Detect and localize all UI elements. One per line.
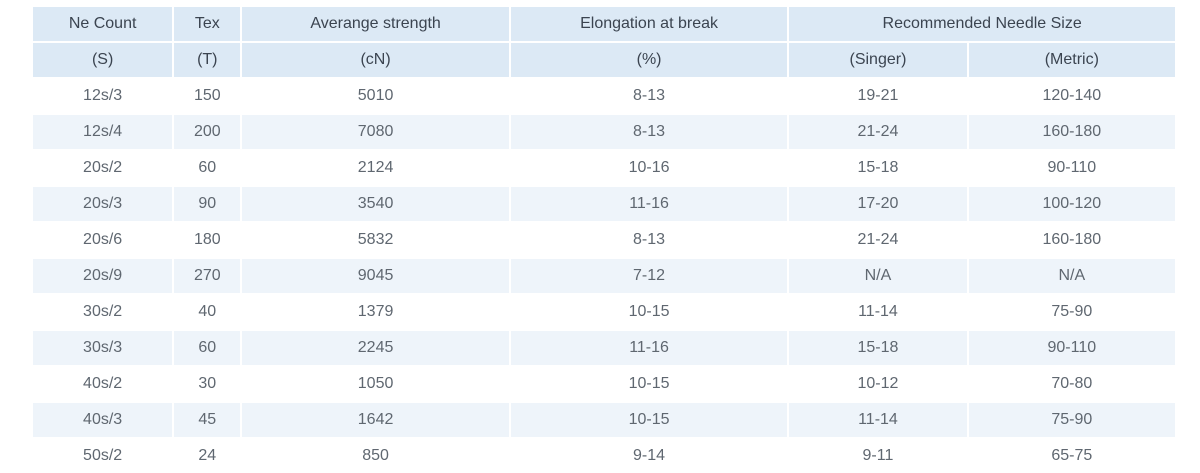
- cell-metric: N/A: [968, 257, 1175, 293]
- cell-singer: 15-18: [789, 149, 967, 185]
- cell-metric: 75-90: [968, 293, 1175, 329]
- cell-ne-count: 40s/3: [33, 401, 173, 437]
- cell-tex: 60: [174, 329, 241, 365]
- table-row: 12s/3 150 5010 8-13 19-21 120-140: [33, 77, 1175, 113]
- header-row-titles: Ne Count Tex Averange strength Elongatio…: [33, 7, 1175, 43]
- unit-s: (S): [33, 43, 173, 77]
- cell-tex: 200: [174, 113, 241, 149]
- cell-ne-count: 20s/2: [33, 149, 173, 185]
- table-row: 40s/2 30 1050 10-15 10-12 70-80: [33, 365, 1175, 401]
- cell-ne-count: 30s/2: [33, 293, 173, 329]
- cell-singer: N/A: [789, 257, 967, 293]
- unit-percent: (%): [510, 43, 788, 77]
- table-row: 30s/3 60 2245 11-16 15-18 90-110: [33, 329, 1175, 365]
- cell-ne-count: 40s/2: [33, 365, 173, 401]
- cell-elongation: 8-13: [510, 113, 788, 149]
- header-tex: Tex: [174, 7, 241, 43]
- cell-elongation: 7-12: [510, 257, 788, 293]
- cell-singer: 11-14: [789, 401, 967, 437]
- cell-elongation: 10-15: [510, 401, 788, 437]
- header-ne-count: Ne Count: [33, 7, 173, 43]
- unit-metric: (Metric): [968, 43, 1175, 77]
- cell-tex: 40: [174, 293, 241, 329]
- cell-tex: 150: [174, 77, 241, 113]
- thread-spec-table-container: Ne Count Tex Averange strength Elongatio…: [33, 7, 1175, 473]
- cell-ne-count: 30s/3: [33, 329, 173, 365]
- cell-singer: 21-24: [789, 221, 967, 257]
- header-needle-size: Recommended Needle Size: [789, 7, 1175, 43]
- cell-strength: 3540: [242, 185, 509, 221]
- cell-strength: 850: [242, 437, 509, 473]
- cell-strength: 1050: [242, 365, 509, 401]
- cell-strength: 5832: [242, 221, 509, 257]
- cell-strength: 2124: [242, 149, 509, 185]
- cell-tex: 180: [174, 221, 241, 257]
- table-row: 12s/4 200 7080 8-13 21-24 160-180: [33, 113, 1175, 149]
- cell-metric: 160-180: [968, 221, 1175, 257]
- thread-spec-table: Ne Count Tex Averange strength Elongatio…: [31, 7, 1177, 473]
- cell-strength: 9045: [242, 257, 509, 293]
- cell-metric: 75-90: [968, 401, 1175, 437]
- table-row: 30s/2 40 1379 10-15 11-14 75-90: [33, 293, 1175, 329]
- unit-cn: (cN): [242, 43, 509, 77]
- cell-metric: 160-180: [968, 113, 1175, 149]
- table-row: 20s/3 90 3540 11-16 17-20 100-120: [33, 185, 1175, 221]
- cell-singer: 17-20: [789, 185, 967, 221]
- table-row: 20s/2 60 2124 10-16 15-18 90-110: [33, 149, 1175, 185]
- cell-strength: 7080: [242, 113, 509, 149]
- header-elongation: Elongation at break: [510, 7, 788, 43]
- cell-strength: 1642: [242, 401, 509, 437]
- cell-tex: 270: [174, 257, 241, 293]
- cell-tex: 45: [174, 401, 241, 437]
- cell-strength: 1379: [242, 293, 509, 329]
- cell-ne-count: 20s/3: [33, 185, 173, 221]
- table-row: 40s/3 45 1642 10-15 11-14 75-90: [33, 401, 1175, 437]
- cell-metric: 70-80: [968, 365, 1175, 401]
- cell-elongation: 11-16: [510, 329, 788, 365]
- header-average-strength: Averange strength: [242, 7, 509, 43]
- cell-metric: 100-120: [968, 185, 1175, 221]
- cell-tex: 30: [174, 365, 241, 401]
- cell-ne-count: 50s/2: [33, 437, 173, 473]
- table-row: 50s/2 24 850 9-14 9-11 65-75: [33, 437, 1175, 473]
- header-row-units: (S) (T) (cN) (%) (Singer) (Metric): [33, 43, 1175, 77]
- cell-ne-count: 12s/4: [33, 113, 173, 149]
- cell-strength: 2245: [242, 329, 509, 365]
- cell-singer: 15-18: [789, 329, 967, 365]
- cell-tex: 90: [174, 185, 241, 221]
- table-row: 20s/9 270 9045 7-12 N/A N/A: [33, 257, 1175, 293]
- cell-elongation: 10-15: [510, 365, 788, 401]
- cell-elongation: 9-14: [510, 437, 788, 473]
- cell-elongation: 8-13: [510, 77, 788, 113]
- unit-singer: (Singer): [789, 43, 967, 77]
- cell-ne-count: 20s/6: [33, 221, 173, 257]
- cell-metric: 90-110: [968, 329, 1175, 365]
- cell-tex: 24: [174, 437, 241, 473]
- cell-ne-count: 12s/3: [33, 77, 173, 113]
- cell-metric: 120-140: [968, 77, 1175, 113]
- table-header: Ne Count Tex Averange strength Elongatio…: [33, 7, 1175, 77]
- table-row: 20s/6 180 5832 8-13 21-24 160-180: [33, 221, 1175, 257]
- unit-t: (T): [174, 43, 241, 77]
- cell-elongation: 10-16: [510, 149, 788, 185]
- cell-tex: 60: [174, 149, 241, 185]
- cell-elongation: 10-15: [510, 293, 788, 329]
- cell-elongation: 8-13: [510, 221, 788, 257]
- cell-singer: 11-14: [789, 293, 967, 329]
- cell-metric: 65-75: [968, 437, 1175, 473]
- cell-singer: 19-21: [789, 77, 967, 113]
- cell-metric: 90-110: [968, 149, 1175, 185]
- cell-singer: 21-24: [789, 113, 967, 149]
- cell-ne-count: 20s/9: [33, 257, 173, 293]
- cell-singer: 9-11: [789, 437, 967, 473]
- cell-singer: 10-12: [789, 365, 967, 401]
- cell-strength: 5010: [242, 77, 509, 113]
- table-body: 12s/3 150 5010 8-13 19-21 120-140 12s/4 200 7080…: [33, 77, 1175, 473]
- cell-elongation: 11-16: [510, 185, 788, 221]
